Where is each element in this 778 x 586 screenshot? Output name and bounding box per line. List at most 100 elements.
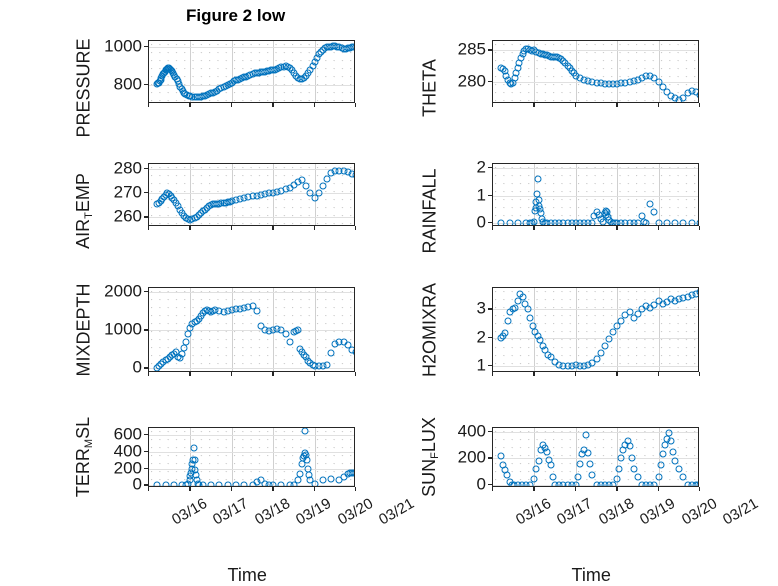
gridline-horizontal — [149, 468, 354, 470]
plot-area-sun_flux — [492, 427, 699, 487]
data-point — [303, 456, 311, 464]
y-tick-labels-theta: 280 285 — [432, 40, 486, 103]
gridline-vertical — [534, 428, 536, 486]
x-tick-mark — [699, 487, 701, 491]
data-point — [634, 473, 642, 481]
x-tick-mark — [699, 226, 701, 230]
data-point — [574, 473, 582, 481]
y-tick-label: 2 — [476, 157, 486, 177]
data-point — [348, 346, 354, 354]
y-tick-labels-mixdepth: 0 1000 2000 — [88, 282, 142, 376]
y-tick-mark — [144, 192, 148, 194]
data-point — [323, 175, 331, 183]
data-point — [667, 437, 675, 445]
x-tick-mark — [189, 103, 191, 107]
y-tick-labels-sun_flux: 0 200 400 — [432, 422, 486, 492]
data-point — [170, 481, 178, 486]
x-axis-label: Time — [571, 565, 611, 585]
y-axis-label-rainfall: RAINFALL — [419, 168, 440, 254]
x-tick-mark — [230, 226, 233, 230]
data-point — [659, 83, 667, 91]
x-tick-mark — [355, 103, 357, 107]
plot-area-pressure — [148, 40, 355, 103]
data-point — [253, 307, 261, 315]
x-tick-mark — [533, 103, 535, 107]
data-point — [302, 182, 310, 190]
x-tick-mark — [699, 372, 701, 376]
x-tick-mark — [574, 487, 577, 491]
gridline-vertical — [658, 164, 660, 225]
data-point — [348, 170, 354, 178]
y-tick-label: 0 — [476, 474, 486, 494]
y-tick-label: 400 — [457, 421, 486, 441]
data-point — [327, 475, 335, 483]
data-point — [609, 481, 617, 486]
x-tick-mark — [148, 487, 150, 491]
data-point — [671, 457, 679, 465]
y-tick-mark — [144, 329, 148, 331]
x-tick-mark — [492, 487, 494, 491]
data-point — [628, 454, 636, 462]
y-tick-mark — [488, 336, 492, 338]
data-point — [597, 349, 605, 357]
data-point — [696, 288, 698, 296]
y-tick-mark — [488, 49, 492, 51]
data-point — [311, 480, 319, 486]
y-tick-labels-terrain_msl: 0 200 400 600 — [88, 425, 142, 493]
data-point — [207, 481, 215, 486]
data-point — [588, 471, 596, 479]
data-point — [526, 481, 534, 486]
gridline-horizontal — [493, 337, 698, 339]
data-point — [605, 335, 613, 343]
data-point — [582, 431, 590, 439]
gridline-vertical — [575, 164, 577, 225]
data-point — [311, 194, 319, 202]
y-axis-label-sun_flux: SUNFLUX — [419, 417, 441, 497]
gridline-vertical — [575, 428, 577, 486]
data-point — [514, 297, 522, 305]
x-tick-mark — [657, 226, 659, 230]
data-point — [190, 444, 198, 452]
y-tick-mark — [144, 167, 148, 170]
data-point — [601, 342, 609, 350]
gridline-horizontal — [493, 50, 698, 52]
data-point — [350, 469, 354, 477]
data-point — [679, 219, 687, 225]
x-tick-mark — [189, 226, 191, 230]
y-tick-mark — [488, 457, 492, 459]
data-point — [352, 348, 354, 356]
x-tick-label: 03/16 — [169, 495, 211, 529]
gridline-vertical — [658, 428, 660, 486]
y-tick-label: 3 — [476, 298, 486, 318]
x-tick-label: 03/21 — [376, 495, 418, 529]
data-point — [665, 429, 673, 437]
y-tick-label: 200 — [113, 458, 142, 478]
x-tick-mark — [148, 226, 150, 230]
data-point — [319, 476, 327, 484]
data-point — [497, 219, 505, 225]
gridline-vertical — [231, 428, 233, 486]
plot-area-mixdepth — [148, 287, 355, 372]
x-tick-label: 03/17 — [210, 495, 252, 529]
x-tick-mark — [272, 226, 274, 230]
data-point — [626, 308, 634, 316]
plot-area-air_temp — [148, 163, 355, 226]
x-tick-mark — [616, 372, 618, 376]
gridline-horizontal — [149, 46, 354, 48]
gridline-vertical — [575, 288, 577, 371]
data-point — [696, 91, 698, 99]
x-tick-mark — [533, 372, 535, 376]
gridline-horizontal — [149, 368, 354, 370]
y-tick-labels-pressure: 800 1000 — [88, 37, 142, 103]
data-point — [630, 314, 638, 322]
gridline-horizontal — [149, 434, 354, 436]
data-point — [657, 461, 665, 469]
data-point — [671, 219, 679, 225]
data-point — [504, 317, 512, 325]
y-tick-label: 1 — [476, 355, 486, 375]
data-point — [586, 460, 594, 468]
data-point — [530, 218, 538, 225]
x-tick-mark — [657, 487, 659, 491]
data-point — [679, 473, 687, 481]
y-tick-label: 260 — [113, 206, 142, 226]
